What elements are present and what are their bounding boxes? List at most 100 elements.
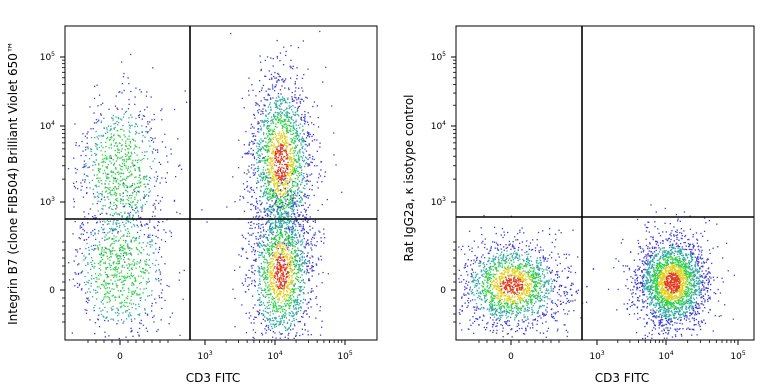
event-dot — [253, 127, 255, 129]
event-dot — [103, 231, 106, 234]
event-dot — [127, 246, 129, 248]
event-dot — [280, 151, 283, 153]
event-dot — [131, 162, 133, 164]
event-dot — [286, 262, 289, 264]
event-dot — [106, 158, 108, 160]
event-dot — [294, 246, 296, 248]
event-dot — [271, 167, 273, 169]
event-dot — [261, 121, 263, 123]
event-dot — [272, 331, 274, 333]
event-dot — [261, 289, 263, 291]
event-dot — [283, 132, 285, 134]
event-dot — [131, 281, 134, 284]
event-dot — [116, 276, 118, 278]
event-dot — [117, 258, 119, 260]
event-dot — [266, 56, 269, 58]
event-dot — [294, 201, 296, 203]
event-dot — [251, 164, 253, 166]
event-dot — [277, 100, 279, 102]
event-dot — [299, 214, 301, 216]
event-dot — [282, 246, 284, 248]
event-dot — [270, 211, 272, 213]
event-dot — [294, 106, 296, 109]
event-dot — [305, 243, 307, 245]
event-dot — [285, 145, 288, 147]
event-dot — [269, 204, 271, 206]
event-dot — [266, 150, 269, 152]
event-dot — [276, 209, 279, 211]
event-dot — [250, 147, 252, 150]
event-dot — [294, 132, 297, 134]
event-dot — [256, 200, 258, 202]
event-dot — [295, 159, 297, 161]
event-dot — [113, 238, 115, 240]
event-dot — [260, 172, 262, 174]
event-dot — [262, 147, 264, 149]
event-dot — [120, 258, 122, 260]
event-dot — [109, 252, 112, 254]
event-dot — [293, 268, 296, 270]
event-dot — [298, 197, 300, 200]
event-dot — [254, 249, 257, 252]
event-dot — [298, 158, 300, 160]
event-dot — [278, 220, 280, 222]
event-dot — [157, 151, 159, 153]
event-dot — [289, 188, 291, 190]
event-dot — [127, 314, 130, 316]
event-dot — [278, 203, 281, 205]
event-dot — [267, 276, 269, 279]
event-dot — [151, 310, 153, 312]
event-dot — [92, 234, 94, 237]
event-dot — [98, 168, 100, 171]
event-dot — [274, 252, 276, 254]
event-dot — [279, 177, 282, 179]
event-dot — [281, 154, 283, 156]
event-dot — [113, 228, 116, 230]
event-dot — [145, 287, 147, 289]
event-dot — [262, 176, 265, 179]
event-dot — [277, 201, 279, 203]
event-dot — [290, 125, 292, 127]
event-dot — [292, 194, 294, 196]
event-dot — [304, 165, 306, 168]
event-dot — [261, 275, 264, 277]
event-dot — [130, 201, 132, 203]
event-dot — [271, 282, 274, 284]
event-dot — [139, 261, 141, 263]
event-dot — [180, 168, 183, 170]
event-dot — [269, 139, 271, 141]
event-dot — [295, 182, 297, 184]
event-dot — [117, 200, 119, 202]
event-dot — [135, 204, 137, 206]
event-dot — [136, 263, 138, 265]
event-dot — [127, 228, 129, 230]
event-dot — [266, 146, 268, 148]
event-dot — [110, 318, 112, 320]
event-dot — [138, 182, 140, 184]
event-dot — [284, 180, 286, 182]
event-dot — [116, 307, 118, 309]
event-dot — [268, 174, 270, 176]
event-dot — [303, 139, 305, 142]
event-dot — [286, 204, 288, 206]
event-dot — [126, 302, 128, 304]
event-dot — [289, 153, 291, 155]
event-dot — [273, 255, 275, 257]
event-dot — [142, 324, 145, 326]
event-dot — [295, 241, 298, 244]
event-dot — [115, 266, 117, 268]
event-dot — [271, 241, 273, 243]
event-dot — [112, 294, 114, 296]
event-dot — [124, 311, 127, 313]
event-dot — [300, 290, 302, 293]
event-dot — [134, 262, 136, 264]
event-dot — [110, 243, 112, 246]
event-dot — [154, 264, 156, 266]
event-dot — [273, 209, 275, 211]
event-dot — [287, 303, 289, 305]
event-dot — [275, 317, 278, 319]
event-dot — [279, 194, 282, 196]
event-dot — [313, 139, 316, 141]
event-dot — [112, 119, 114, 121]
event-dot — [283, 268, 286, 270]
